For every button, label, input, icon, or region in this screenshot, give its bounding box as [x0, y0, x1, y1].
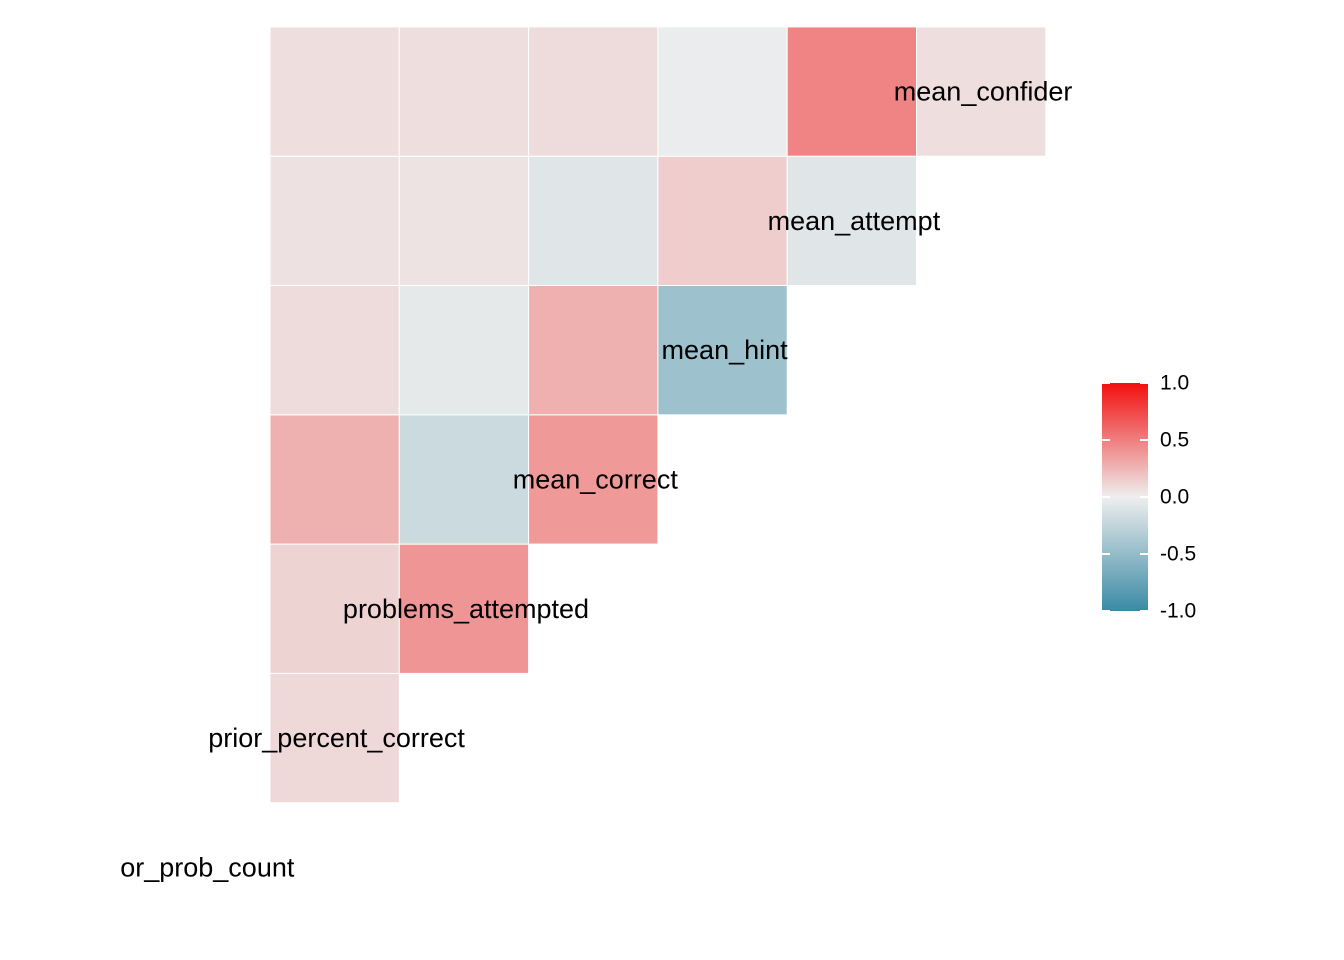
heatmap-cell: [269, 543, 400, 674]
heatmap-cell: [269, 672, 400, 804]
variable-label: mean_confider: [894, 77, 1073, 107]
heatmap-cell: [528, 155, 659, 286]
variable-label: mean_attempt: [768, 206, 941, 236]
heatmap-cell: [398, 26, 530, 157]
variable-label: problems_attempted: [343, 594, 589, 624]
heatmap-cell: [528, 414, 659, 545]
heatmap-cell: [657, 155, 788, 286]
heatmap-cell: [786, 155, 918, 286]
legend-tick-label: 1.0: [1160, 372, 1189, 395]
heatmap-cell: [786, 26, 918, 157]
color-legend: 1.0 0.5 0.0 -0.5 -1.0: [1102, 372, 1196, 623]
heatmap-cell: [528, 285, 659, 416]
variable-label: prior_percent_correct: [208, 723, 465, 753]
heatmap-cell: [269, 26, 400, 157]
heatmap-cell: [657, 285, 788, 416]
variable-label: or_prob_count: [120, 852, 295, 882]
heatmap-cell: [269, 414, 400, 545]
legend-tick-label: -1.0: [1160, 600, 1196, 623]
legend-tick-label: 0.5: [1160, 429, 1189, 452]
heatmap-cell: [916, 26, 1047, 157]
heatmap-cell: [528, 26, 659, 157]
variable-label: mean_correct: [513, 464, 679, 494]
heatmap-cell: [398, 285, 530, 416]
heatmap-cell: [269, 155, 400, 286]
heatmap-cell: [657, 26, 788, 157]
heatmap-cell: [398, 414, 530, 545]
variable-label: mean_hint: [662, 335, 789, 365]
heatmap-cell: [269, 285, 400, 416]
heatmap-cell: [398, 155, 530, 286]
legend-tick-label: 0.0: [1160, 486, 1189, 509]
legend-tick-label: -0.5: [1160, 543, 1196, 566]
diagonal-labels: or_prob_count prior_percent_correct proble…: [120, 77, 1072, 883]
heatmap-cells: [269, 26, 1047, 804]
